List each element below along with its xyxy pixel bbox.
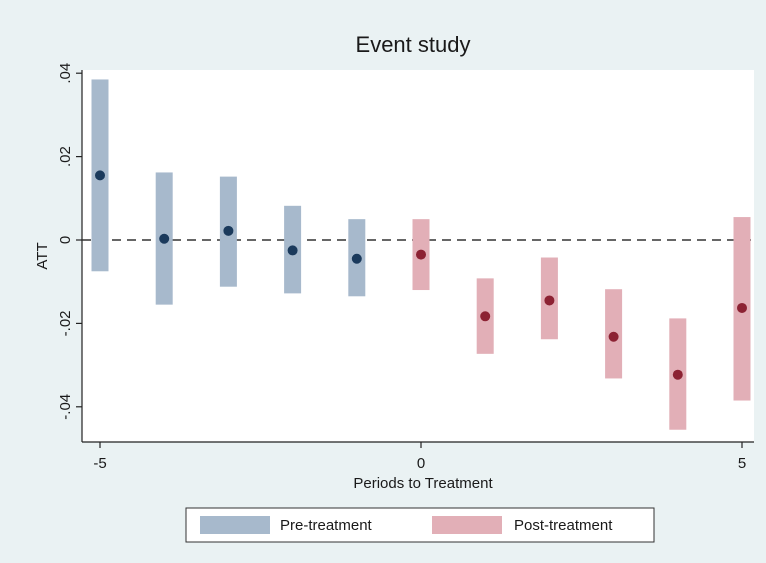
x-tick-label: 0 xyxy=(417,455,425,472)
legend-swatch xyxy=(200,516,270,534)
legend: Pre-treatment Post-treatment xyxy=(185,507,655,543)
x-axis-label: Periods to Treatment xyxy=(353,475,493,492)
point-estimate xyxy=(416,249,426,260)
point-estimate xyxy=(544,295,555,306)
legend-label: Pre-treatment xyxy=(280,517,373,534)
x-tick-label: 5 xyxy=(738,455,746,472)
x-axis: -5 0 5 xyxy=(82,441,754,472)
x-tick-label: -5 xyxy=(93,455,106,472)
point-estimate xyxy=(159,233,170,244)
point-estimate xyxy=(608,331,619,342)
y-tick-label: 0 xyxy=(57,236,74,244)
point-estimate xyxy=(223,225,234,236)
point-estimate xyxy=(351,253,362,264)
point-estimate xyxy=(95,170,105,181)
y-tick-label: -.04 xyxy=(57,394,74,420)
y-tick-label: -.02 xyxy=(57,310,74,336)
point-estimate xyxy=(480,311,491,322)
point-estimates xyxy=(95,170,747,380)
y-axis-label: ATT xyxy=(34,242,51,269)
y-axis: .04 .02 0 -.02 -.04 xyxy=(57,63,83,442)
y-tick-label: .04 xyxy=(57,63,74,84)
point-estimate xyxy=(287,245,298,256)
chart-title: Event study xyxy=(356,32,471,57)
point-estimate xyxy=(737,302,747,313)
legend-swatch xyxy=(432,516,502,534)
y-tick-label: .02 xyxy=(57,146,74,167)
point-estimate xyxy=(672,369,683,380)
legend-label: Post-treatment xyxy=(514,517,613,534)
